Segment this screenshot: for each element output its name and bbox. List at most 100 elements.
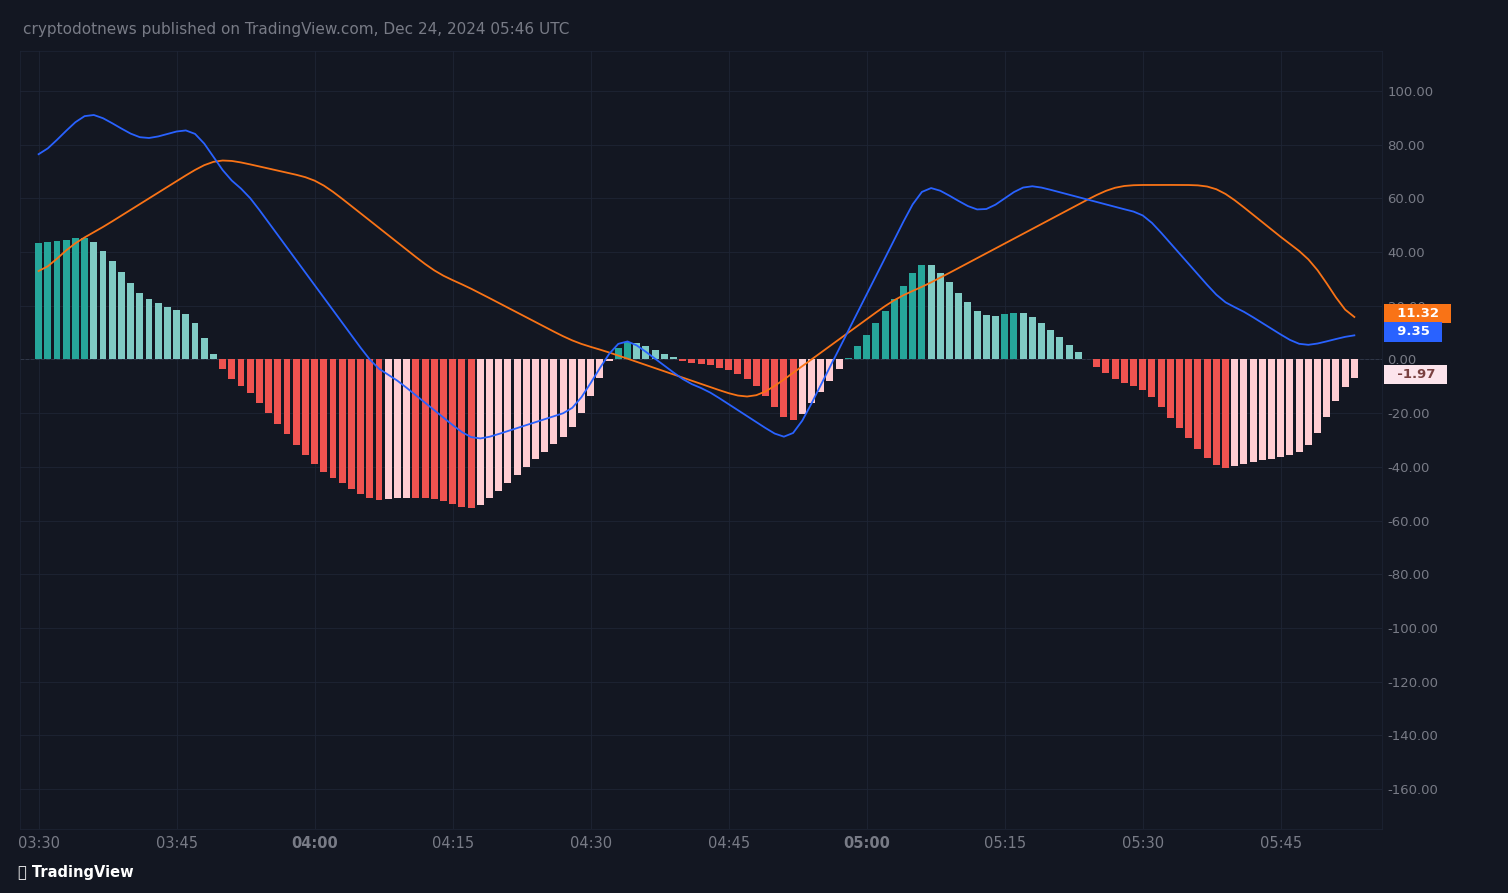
Bar: [1001, 314, 1009, 360]
Bar: [90, 242, 97, 360]
Bar: [1295, 360, 1303, 452]
Bar: [615, 347, 621, 360]
Bar: [348, 360, 354, 488]
Text: 9.35: 9.35: [1387, 325, 1439, 338]
Bar: [1221, 360, 1229, 468]
Bar: [311, 360, 318, 464]
Bar: [1313, 360, 1321, 433]
Bar: [1194, 360, 1202, 448]
Bar: [109, 262, 116, 360]
Bar: [992, 316, 998, 360]
Bar: [403, 360, 410, 497]
Bar: [1259, 360, 1265, 460]
Bar: [1120, 360, 1128, 383]
Bar: [127, 283, 134, 360]
Bar: [339, 360, 345, 483]
Bar: [844, 357, 852, 360]
Bar: [1203, 360, 1211, 458]
Bar: [771, 360, 778, 407]
Bar: [81, 238, 87, 360]
Bar: [495, 360, 502, 490]
Bar: [863, 335, 870, 360]
Bar: [799, 360, 805, 413]
Bar: [642, 346, 650, 360]
Bar: [412, 360, 419, 497]
Bar: [854, 346, 861, 360]
Bar: [1038, 323, 1045, 360]
Bar: [762, 360, 769, 396]
Bar: [136, 293, 143, 360]
Bar: [44, 241, 51, 360]
Bar: [293, 360, 300, 445]
Bar: [440, 360, 446, 501]
Bar: [1241, 360, 1247, 463]
Bar: [716, 360, 722, 368]
Bar: [882, 311, 888, 360]
Bar: [1066, 345, 1072, 360]
Bar: [1351, 360, 1357, 378]
Bar: [1277, 360, 1285, 457]
Bar: [873, 323, 879, 360]
Bar: [164, 306, 170, 360]
Bar: [900, 286, 906, 360]
Bar: [679, 360, 686, 361]
Bar: [689, 360, 695, 363]
Bar: [514, 360, 520, 475]
Bar: [173, 310, 179, 360]
Bar: [54, 240, 60, 360]
Bar: [1047, 330, 1054, 360]
Text: -1.97: -1.97: [1387, 368, 1445, 380]
Bar: [182, 314, 190, 360]
Bar: [1158, 360, 1164, 407]
Bar: [541, 360, 547, 452]
Bar: [790, 360, 796, 420]
Bar: [228, 360, 235, 380]
Bar: [302, 360, 309, 455]
Bar: [1232, 360, 1238, 466]
Bar: [1250, 360, 1256, 462]
Bar: [670, 357, 677, 360]
Bar: [817, 360, 825, 392]
Bar: [965, 303, 971, 360]
Bar: [486, 360, 493, 498]
Bar: [1093, 360, 1101, 366]
Bar: [357, 360, 363, 494]
Bar: [320, 360, 327, 472]
Bar: [983, 315, 989, 360]
Bar: [698, 360, 704, 363]
Bar: [256, 360, 262, 403]
Bar: [63, 240, 69, 360]
Bar: [974, 311, 980, 360]
Bar: [431, 360, 437, 499]
Bar: [743, 360, 751, 380]
Bar: [284, 360, 291, 434]
Bar: [467, 360, 475, 508]
Bar: [606, 360, 612, 361]
Bar: [394, 360, 401, 497]
Bar: [633, 343, 639, 360]
Bar: [238, 360, 244, 386]
Bar: [1324, 360, 1330, 417]
Bar: [597, 360, 603, 378]
Bar: [247, 360, 253, 393]
Bar: [661, 354, 668, 360]
Bar: [330, 360, 336, 478]
Bar: [909, 273, 917, 360]
Bar: [504, 360, 511, 483]
Bar: [1167, 360, 1173, 418]
Bar: [1139, 360, 1146, 390]
Bar: [927, 265, 935, 360]
Bar: [752, 360, 760, 387]
Bar: [624, 342, 630, 360]
Bar: [781, 360, 787, 417]
Bar: [274, 360, 282, 424]
Text: 11.32: 11.32: [1387, 307, 1448, 320]
Bar: [192, 323, 199, 360]
Bar: [523, 360, 529, 467]
Bar: [385, 360, 392, 499]
Bar: [155, 304, 161, 360]
Bar: [587, 360, 594, 396]
Bar: [100, 251, 107, 360]
Bar: [808, 360, 814, 404]
Bar: [725, 360, 731, 371]
